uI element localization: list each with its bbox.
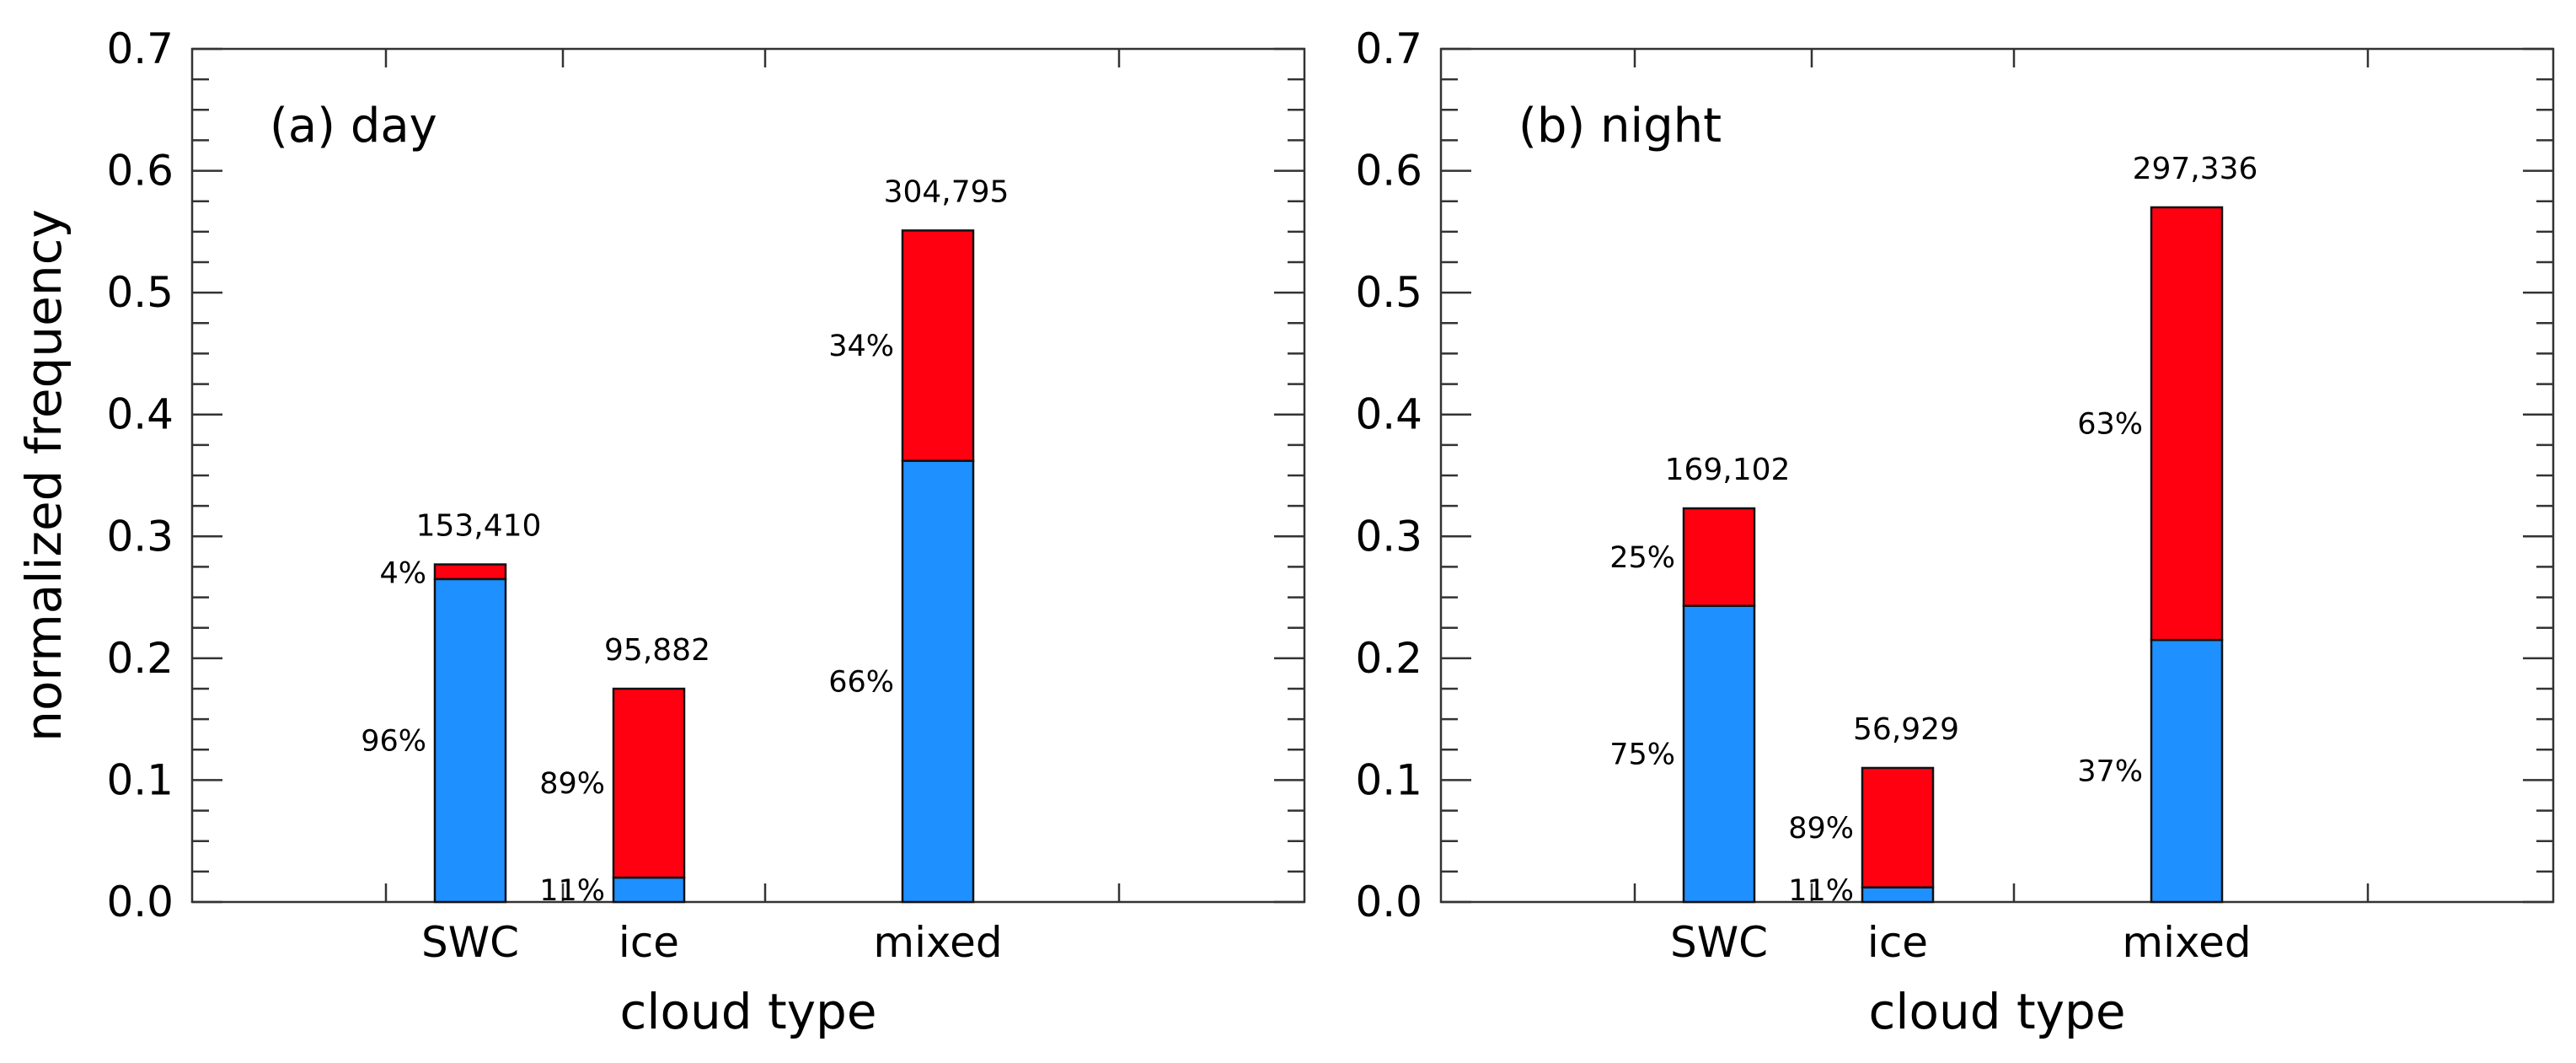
bar-mixed-blue [901, 459, 975, 904]
y-tick-label: 0.3 [106, 512, 174, 561]
segment-percent-label: 63% [2077, 408, 2143, 442]
segment-percent-label: 37% [2077, 755, 2143, 789]
y-tick-label: 0.7 [1355, 24, 1422, 73]
panel-title: (a) day [270, 99, 437, 153]
bar-swc-blue [1682, 604, 1756, 904]
bar-mixed-blue [2150, 638, 2224, 904]
segment-percent-label: 11% [539, 874, 605, 908]
x-tick-label: SWC [421, 918, 519, 967]
y-tick-label: 0.5 [106, 268, 174, 317]
bar-ice-blue [612, 876, 686, 904]
segment-percent-label: 96% [361, 724, 426, 758]
bar-total-label: 56,929 [1853, 712, 1959, 747]
plot-frame [190, 47, 1306, 904]
segment-percent-label: 89% [539, 767, 605, 801]
segment-percent-label: 66% [828, 665, 894, 699]
segment-percent-label: 11% [1788, 874, 1854, 908]
y-tick-label: 0.5 [1355, 268, 1422, 317]
bar-total-label: 169,102 [1665, 453, 1791, 487]
bar-ice-red [612, 687, 686, 879]
bar-total-label: 297,336 [2133, 152, 2258, 186]
y-tick-label: 0.2 [106, 634, 174, 683]
bar-total-label: 95,882 [604, 633, 710, 668]
y-tick-label: 0.0 [106, 878, 174, 926]
x-axis-title: cloud type [619, 983, 876, 1040]
bar-swc-blue [433, 577, 507, 904]
segment-percent-label: 34% [828, 330, 894, 363]
bar-mixed-red [901, 229, 975, 462]
x-tick-label: mixed [873, 918, 1002, 967]
y-tick-label: 0.4 [1355, 390, 1422, 439]
segment-percent-label: 4% [379, 557, 426, 591]
y-tick-label: 0.7 [106, 24, 174, 73]
x-tick-label: ice [619, 918, 679, 967]
x-tick-label: mixed [2122, 918, 2251, 967]
bar-swc-red [433, 563, 507, 581]
segment-percent-label: 89% [1788, 812, 1854, 846]
y-tick-label: 0.4 [106, 390, 174, 439]
x-axis-title: cloud type [1868, 983, 2125, 1040]
bar-ice-red [1861, 766, 1935, 889]
panel-title: (b) night [1518, 99, 1722, 153]
plot-frame [1439, 47, 2555, 904]
bar-mixed-red [2150, 206, 2224, 642]
x-tick-label: ice [1867, 918, 1928, 967]
y-tick-label: 0.1 [106, 755, 174, 804]
y-tick-label: 0.6 [1355, 147, 1422, 196]
bar-ice-blue [1861, 886, 1935, 904]
x-tick-label: SWC [1670, 918, 1768, 967]
bar-swc-red [1682, 507, 1756, 607]
y-tick-label: 0.6 [106, 147, 174, 196]
segment-percent-label: 25% [1609, 541, 1675, 575]
y-tick-label: 0.3 [1355, 512, 1422, 561]
bar-total-label: 304,795 [884, 174, 1010, 209]
segment-percent-label: 75% [1609, 738, 1675, 771]
y-axis-title: normalized frequency [15, 209, 72, 742]
bar-total-label: 153,410 [416, 509, 542, 544]
y-tick-label: 0.1 [1355, 755, 1422, 804]
y-tick-label: 0.0 [1355, 878, 1422, 926]
y-tick-label: 0.2 [1355, 634, 1422, 683]
